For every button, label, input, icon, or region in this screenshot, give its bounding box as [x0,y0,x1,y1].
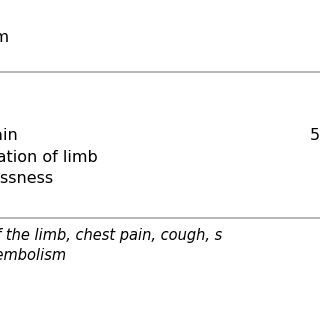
Text: Chest pain: Chest pain [0,128,18,143]
Text: thromboembolism: thromboembolism [0,248,66,263]
Text: Discoloration of limb: Discoloration of limb [0,150,98,165]
Text: edema of the limb, chest pain, cough, s: edema of the limb, chest pain, cough, s [0,228,222,243]
Text: 559 (68.8: 559 (68.8 [310,128,320,143]
Text: Symptom: Symptom [0,30,9,45]
Text: Breathlessness: Breathlessness [0,171,53,186]
